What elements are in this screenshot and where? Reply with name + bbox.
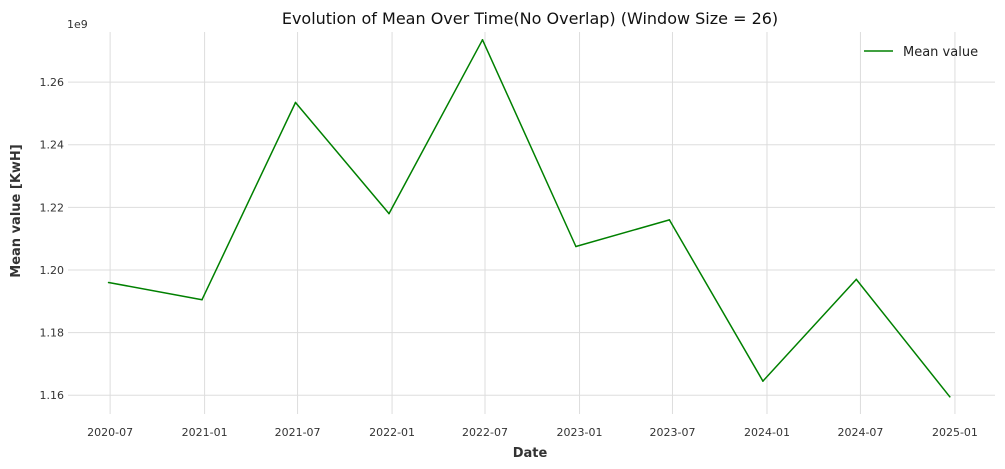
data-point [949, 395, 951, 398]
y-tick-label: 1.24 [40, 139, 65, 152]
y-axis-label: Mean value [KwH] [9, 144, 24, 277]
y-tick-label: 1.20 [40, 264, 65, 277]
y-tick-label: 1.26 [40, 76, 65, 89]
data-point [481, 39, 484, 41]
x-tick-label: 2022-07 [462, 426, 508, 439]
data-point [388, 212, 390, 215]
y-tick-label: 1.16 [40, 389, 65, 402]
x-tick-label: 2021-01 [182, 426, 228, 439]
x-tick-label: 2023-07 [649, 426, 695, 439]
x-tick-label: 2020-07 [87, 426, 133, 439]
data-point [762, 380, 764, 382]
legend: Mean value [864, 45, 978, 60]
series-line-mean-value [108, 39, 951, 398]
grid-lines [68, 32, 995, 414]
data-point [668, 219, 671, 221]
y-axis-offset-label: 1e9 [67, 18, 88, 31]
data-point [201, 298, 203, 301]
x-tick-label: 2024-07 [837, 426, 883, 439]
tick-labels: 1.16 1.18 1.20 1.22 1.24 1.26 2020-07 2021-01 20… [40, 76, 978, 439]
data-point [294, 101, 297, 104]
x-tick-label: 2023-01 [557, 426, 603, 439]
series-lines [107, 39, 951, 398]
x-tick-label: 2022-01 [369, 426, 415, 439]
data-point [575, 245, 577, 248]
x-axis-label: Date [513, 446, 548, 461]
data-point [107, 281, 110, 284]
y-tick-label: 1.22 [40, 201, 65, 214]
chart-title: Evolution of Mean Over Time(No Overlap) … [282, 9, 778, 28]
x-tick-label: 2021-07 [275, 426, 321, 439]
data-point [855, 278, 858, 281]
legend-label-mean-value: Mean value [903, 45, 978, 60]
y-tick-label: 1.18 [40, 327, 65, 340]
x-tick-label: 2024-01 [744, 426, 790, 439]
x-tick-label: 2025-01 [932, 426, 978, 439]
